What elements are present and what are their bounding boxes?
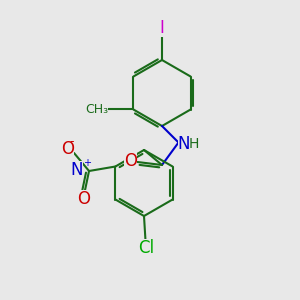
Text: CH₃: CH₃ xyxy=(85,103,108,116)
Text: -: - xyxy=(69,135,74,148)
Text: O: O xyxy=(77,190,90,208)
Text: +: + xyxy=(83,158,92,169)
Text: O: O xyxy=(61,140,74,158)
Text: Cl: Cl xyxy=(138,239,154,257)
Text: O: O xyxy=(124,152,137,169)
Text: I: I xyxy=(160,19,164,37)
Text: H: H xyxy=(189,137,199,151)
Text: N: N xyxy=(178,135,190,153)
Text: N: N xyxy=(70,161,83,179)
